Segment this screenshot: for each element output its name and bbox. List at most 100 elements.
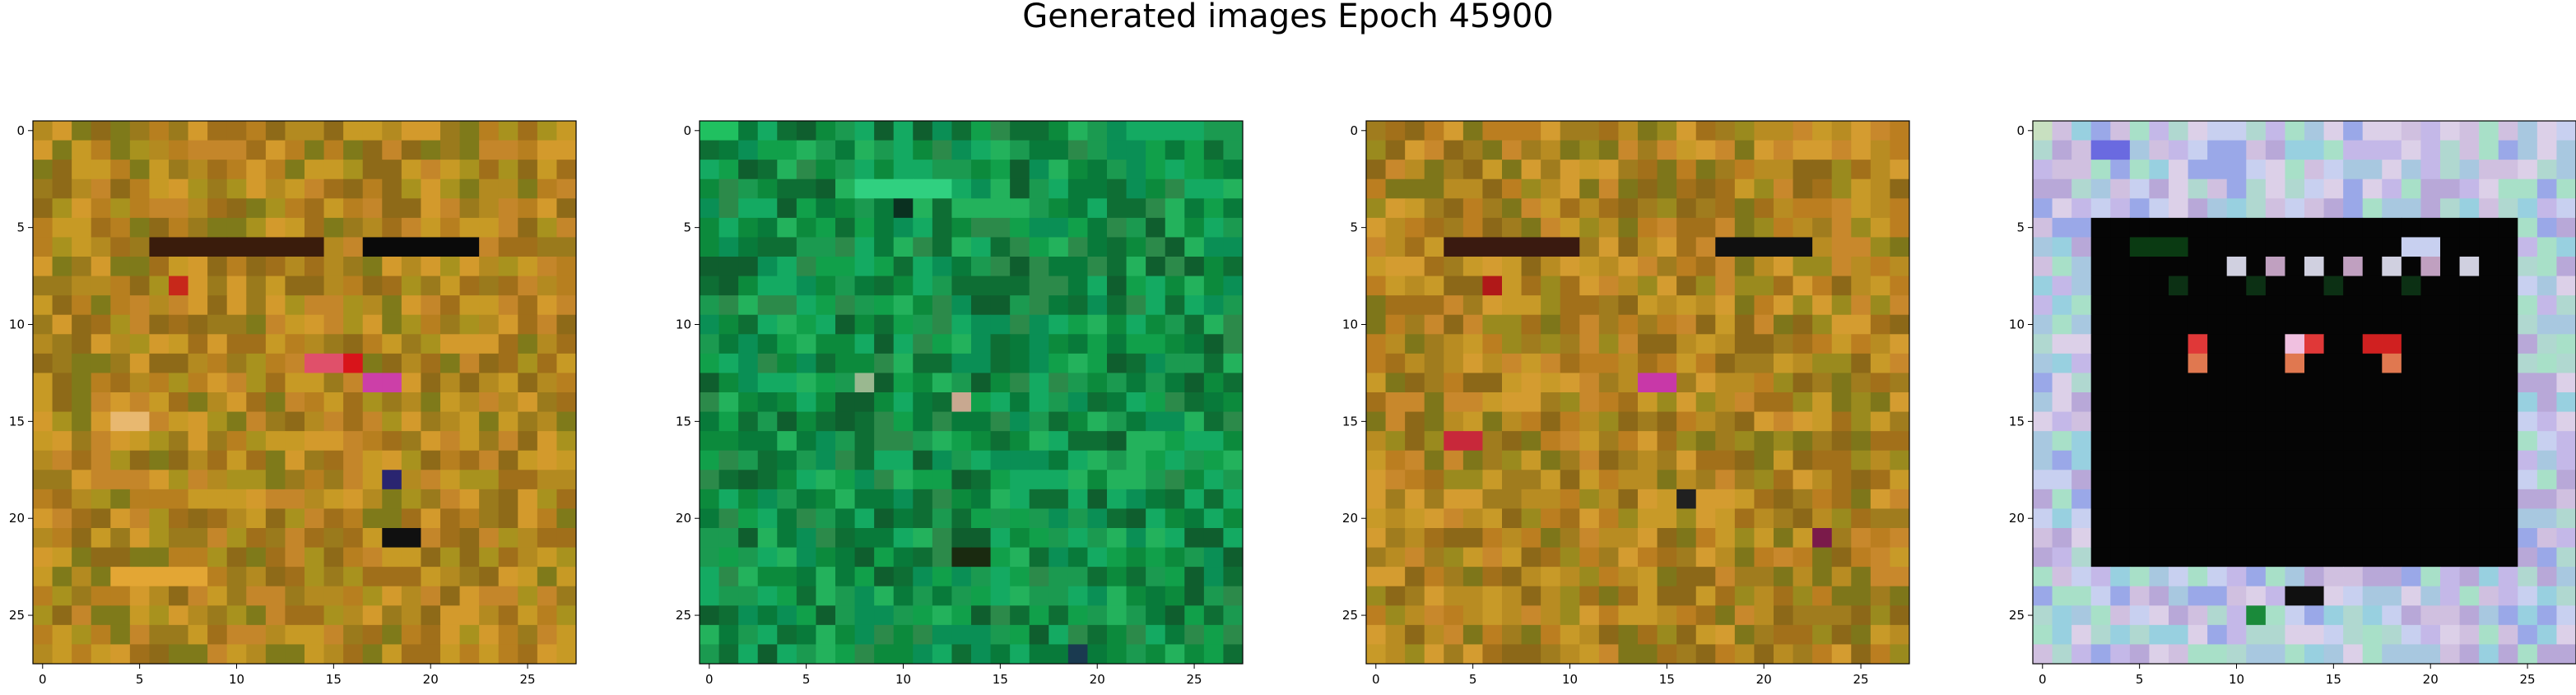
pixel-cell — [2285, 470, 2305, 490]
pixel-cell — [1579, 140, 1600, 160]
pixel-cell — [1851, 567, 1872, 587]
pixel-cell — [932, 567, 952, 587]
pixel-cell — [1890, 178, 1910, 199]
pixel-cell — [2440, 508, 2461, 529]
pixel-cell — [1638, 314, 1658, 335]
pixel-cell — [951, 392, 972, 413]
pixel-cell — [72, 450, 92, 470]
pixel-cell — [2149, 160, 2169, 180]
pixel-cell — [1203, 160, 1224, 180]
pixel-cell — [323, 373, 344, 393]
pixel-cell — [33, 295, 53, 316]
pixel-cell — [2536, 470, 2557, 490]
pixel-cell — [1618, 160, 1639, 180]
pixel-cell — [1618, 411, 1639, 432]
pixel-cell — [1715, 217, 1736, 238]
pixel-cell — [1560, 160, 1580, 180]
pixel-cell — [2518, 257, 2538, 277]
pixel-cell — [1424, 257, 1444, 277]
pixel-cell — [265, 624, 286, 645]
pixel-cell — [1579, 237, 1600, 257]
pixel-cell — [1657, 334, 1677, 354]
pixel-cell — [2129, 353, 2150, 373]
pixel-cell — [2401, 644, 2421, 665]
pixel-cell — [2090, 624, 2111, 645]
pixel-cell — [1385, 198, 1406, 219]
pixel-cell — [2169, 470, 2189, 490]
pixel-cell — [459, 470, 480, 490]
pixel-cell — [2459, 160, 2480, 180]
pixel-cell — [1366, 644, 1387, 665]
pixel-cell — [913, 431, 933, 452]
pixel-cell — [1067, 547, 1088, 568]
pixel-cell — [1223, 586, 1244, 606]
pixel-cell — [1385, 470, 1406, 490]
pixel-cell — [777, 198, 797, 219]
pixel-cell — [718, 276, 739, 296]
pixel-cell — [1067, 528, 1088, 549]
pixel-cell — [835, 373, 856, 393]
pixel-cell — [1676, 178, 1697, 199]
pixel-cell — [129, 237, 150, 257]
pixel-cell — [1462, 295, 1483, 316]
pixel-cell — [265, 586, 286, 606]
pixel-cell — [1087, 470, 1108, 490]
pixel-cell — [382, 295, 402, 316]
pixel-cell — [1223, 314, 1244, 335]
pixel-cell — [738, 237, 759, 257]
pixel-cell — [188, 411, 208, 432]
pixel-cell — [2304, 411, 2325, 432]
pixel-cell — [2169, 411, 2189, 432]
pixel-cell — [2246, 314, 2267, 335]
pixel-cell — [1715, 431, 1736, 452]
pixel-cell — [226, 140, 247, 160]
pixel-cell — [33, 276, 53, 296]
pixel-cell — [2090, 489, 2111, 509]
pixel-cell — [518, 392, 538, 413]
pixel-cell — [285, 314, 305, 335]
pixel-cell — [1482, 624, 1503, 645]
pixel-cell — [1831, 644, 1852, 665]
pixel-cell — [1831, 257, 1852, 277]
pixel-cell — [2052, 392, 2072, 413]
pixel-cell — [1424, 489, 1444, 509]
pixel-cell — [913, 508, 933, 529]
pixel-cell — [1774, 644, 1794, 665]
pixel-cell — [913, 295, 933, 316]
pixel-cell — [1049, 470, 1069, 490]
pixel-cell — [1502, 470, 1523, 490]
pixel-cell — [382, 547, 402, 568]
pixel-cell — [893, 276, 914, 296]
pixel-cell — [2129, 373, 2150, 393]
pixel-cell — [893, 237, 914, 257]
pixel-cell — [556, 624, 577, 645]
pixel-cell — [2226, 295, 2247, 316]
pixel-cell — [2207, 295, 2228, 316]
pixel-cell — [2401, 140, 2421, 160]
pixel-cell — [188, 489, 208, 509]
pixel-cell — [518, 237, 538, 257]
pixel-cell — [110, 276, 131, 296]
pixel-cell — [700, 567, 720, 587]
pixel-cell — [1541, 644, 1561, 665]
pixel-cell — [2304, 508, 2325, 529]
pixel-cell — [2401, 295, 2421, 316]
pixel-cell — [305, 334, 325, 354]
pixel-cell — [1462, 644, 1483, 665]
pixel-cell — [2304, 450, 2325, 470]
pixel-cell — [2110, 217, 2131, 238]
pixel-cell — [459, 450, 480, 470]
pixel-cell — [207, 605, 228, 626]
pixel-cell — [700, 217, 720, 238]
pixel-cell — [1521, 295, 1541, 316]
pixel-cell — [1521, 644, 1541, 665]
pixel-cell — [1793, 605, 1813, 626]
pixel-cell — [2536, 178, 2557, 199]
pixel-cell — [421, 528, 441, 549]
pixel-cell — [700, 276, 720, 296]
pixel-cell — [91, 121, 111, 141]
pixel-cell — [1754, 198, 1774, 219]
pixel-cell — [518, 624, 538, 645]
pixel-cell — [343, 121, 364, 141]
pixel-cell — [1165, 334, 1185, 354]
